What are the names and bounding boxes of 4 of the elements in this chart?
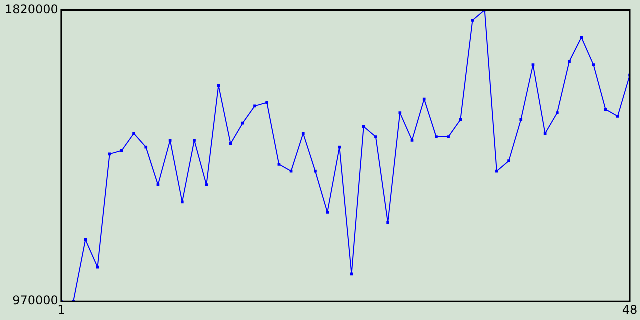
y-tick-label: 1820000 [4, 2, 58, 16]
y-tick-label: 970000 [12, 294, 58, 308]
x-tick-label: 48 [622, 302, 638, 317]
x-tick-label: 1 [58, 302, 66, 317]
